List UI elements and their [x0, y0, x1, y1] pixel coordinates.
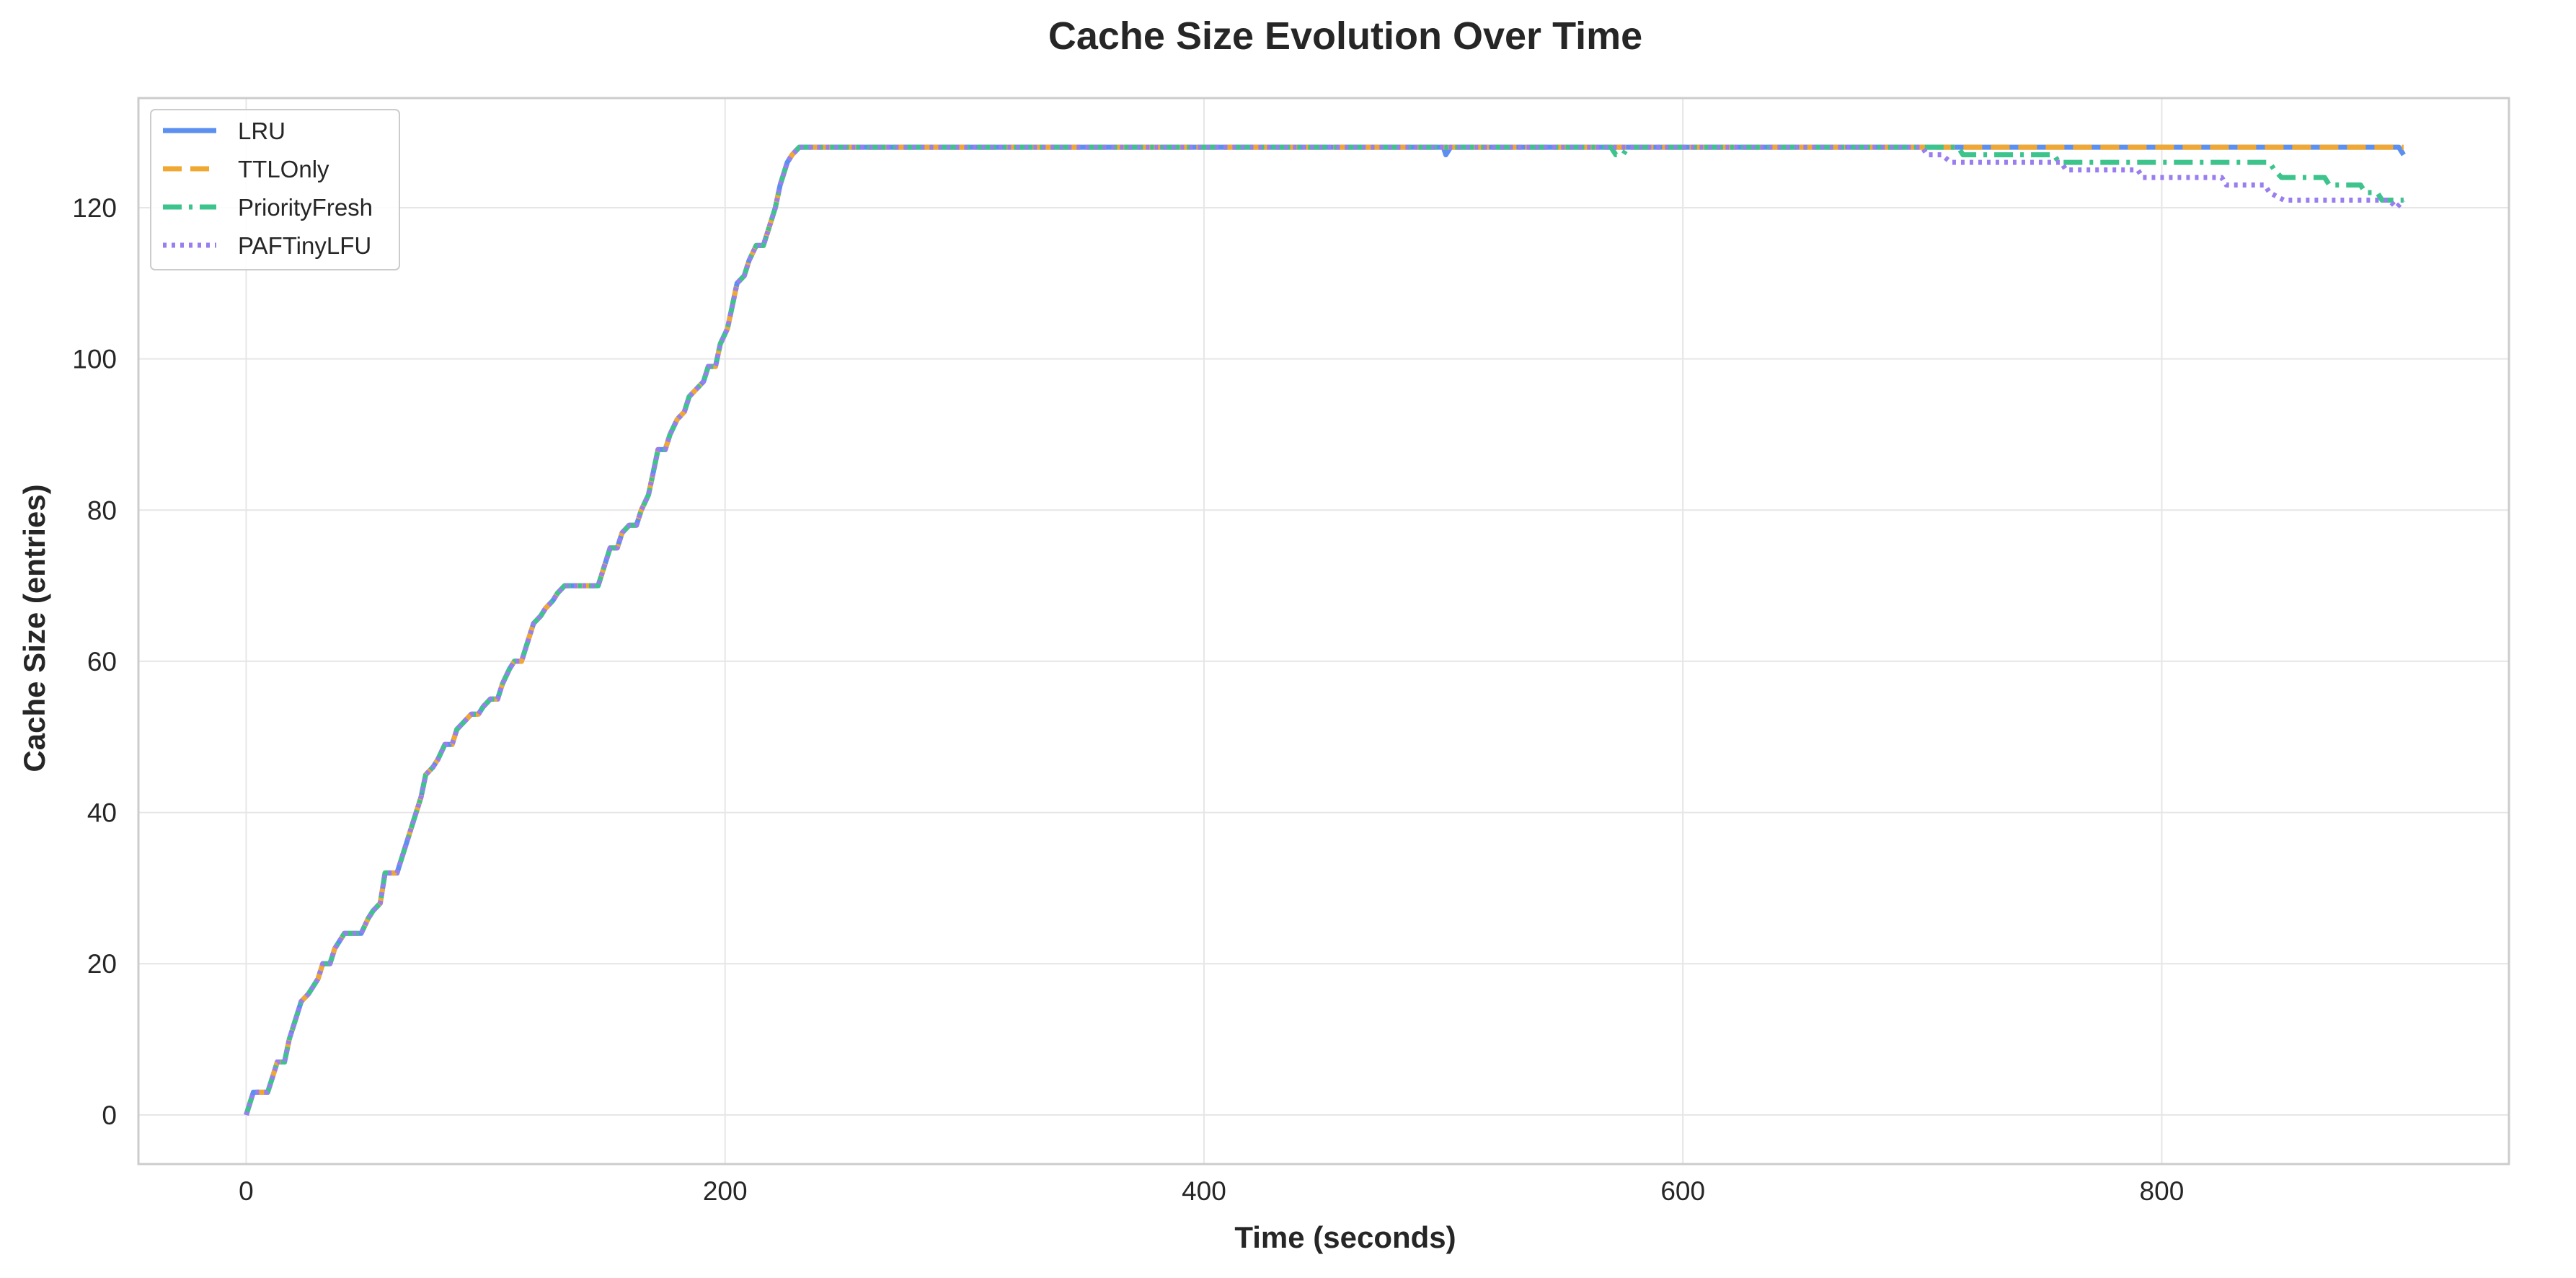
y-tick-label: 100	[72, 345, 117, 374]
y-tick-labels: 0 20 40 60 80 100 120	[72, 193, 117, 1130]
legend-label-paftinylfu: PAFTinyLFU	[238, 232, 371, 259]
x-tick-label: 400	[1182, 1176, 1226, 1206]
y-axis-label: Cache Size (entries)	[17, 484, 51, 772]
chart-title: Cache Size Evolution Over Time	[1048, 14, 1642, 58]
y-tick-label: 0	[102, 1101, 117, 1130]
series-line-paftinylfu	[244, 144, 2406, 1116]
plot-frame	[137, 97, 2510, 1165]
legend-label-ttlonly: TTLOnly	[238, 156, 329, 182]
y-tick-label: 60	[87, 647, 117, 677]
x-tick-label: 800	[2140, 1176, 2185, 1206]
series-line-priorityfresh	[244, 144, 2404, 1116]
y-tick-label: 20	[87, 949, 117, 979]
x-tick-label: 0	[239, 1176, 254, 1206]
legend: LRU TTLOnly PriorityFresh PAFTinyLFU	[150, 109, 400, 270]
legend-label-lru: LRU	[238, 118, 286, 144]
x-tick-label: 600	[1660, 1176, 1705, 1206]
legend-label-priorityfresh: PriorityFresh	[238, 194, 373, 221]
y-tick-label: 40	[87, 798, 117, 828]
grid	[138, 98, 2509, 1164]
x-axis-label: Time (seconds)	[1234, 1220, 1456, 1254]
x-tick-label: 200	[703, 1176, 748, 1206]
legend-box	[150, 109, 400, 270]
y-tick-label: 80	[87, 495, 117, 525]
y-tick-label: 120	[72, 193, 117, 223]
x-tick-labels: 0 200 400 600 800	[239, 1176, 2184, 1206]
series-lines	[244, 144, 2406, 1116]
